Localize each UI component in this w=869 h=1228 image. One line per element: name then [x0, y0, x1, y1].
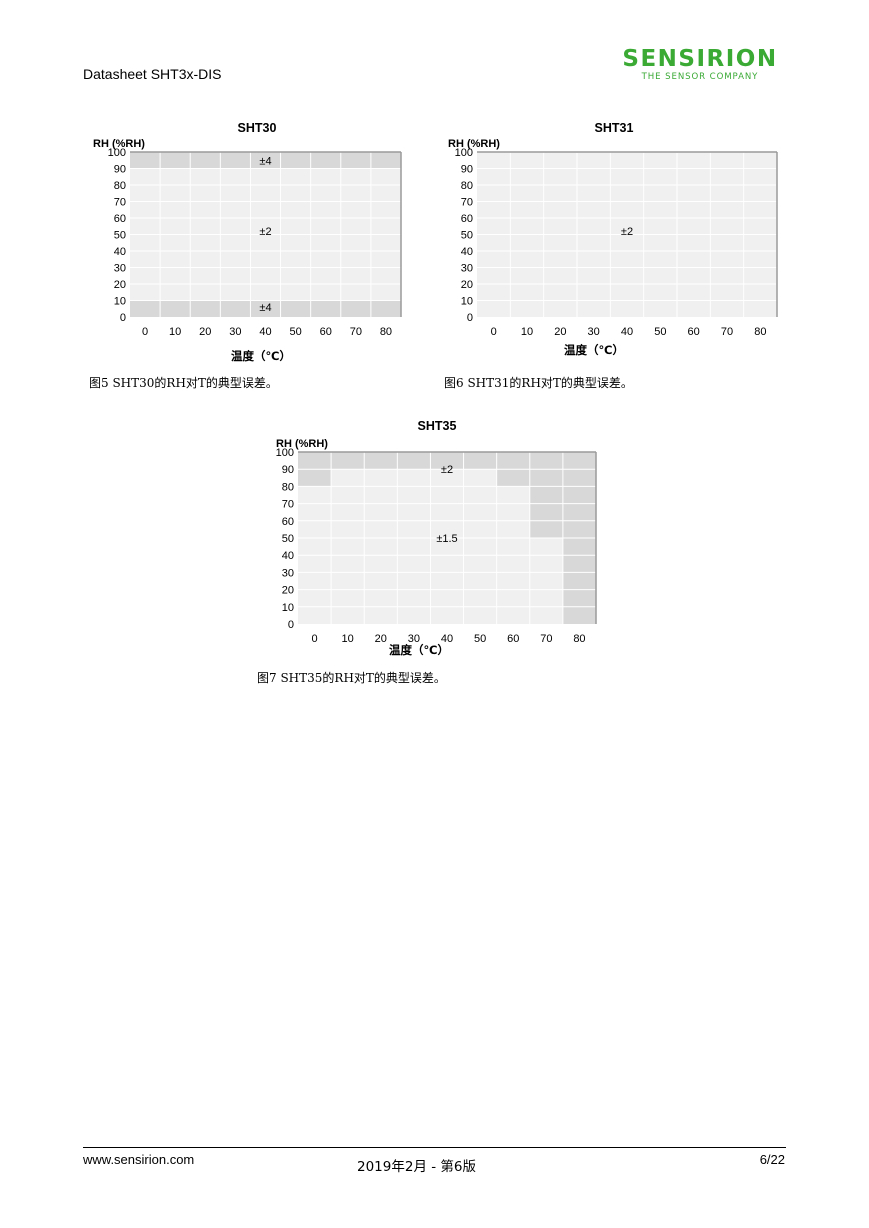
- chart-sht30: 0 10 20 30 40 50 60 70 80 90 100 0 10 20 30 40 50 60 70 80 ±…: [93, 121, 402, 363]
- y-tick-label-70: 70: [461, 197, 473, 209]
- footer-page-number: 6/22: [759, 1152, 785, 1167]
- y-tick-label-50: 50: [282, 533, 294, 545]
- y-tick-label-0: 0: [120, 312, 126, 324]
- y-tick-label-60: 60: [461, 213, 473, 225]
- sensirion-logo: SENSIRION THE SENSOR COMPANY: [610, 46, 790, 82]
- y-tick-label-10: 10: [114, 296, 126, 308]
- y-tick-label-30: 30: [114, 263, 126, 275]
- zone-tolerance-label-2: ±4: [259, 302, 271, 314]
- x-tick-label-10: 10: [169, 326, 181, 338]
- zone-dark-2: [298, 469, 332, 487]
- y-tick-label-0: 0: [467, 312, 473, 324]
- y-tick-label-60: 60: [282, 516, 294, 528]
- zone-dark-1: [298, 452, 596, 470]
- zone-tolerance-label-0: ±4: [259, 155, 271, 167]
- y-tick-label-100: 100: [455, 147, 473, 159]
- x-tick-label-20: 20: [554, 326, 566, 338]
- zone-dark-3: [496, 469, 596, 487]
- x-tick-label-10: 10: [342, 633, 354, 645]
- y-axis-label: RH (%RH): [276, 438, 328, 450]
- figure-5-caption: 图5 SHT30的RH对T的典型误差。: [89, 376, 278, 390]
- x-tick-label-60: 60: [320, 326, 332, 338]
- y-tick-label-90: 90: [461, 164, 473, 176]
- figure-7-caption: 图7 SHT35的RH对T的典型误差。: [257, 671, 446, 685]
- chart-sht31: 0 10 20 30 40 50 60 70 80 90 100 0 10 20 30 40 50 60 70 80 ±…: [448, 121, 778, 357]
- x-tick-label-50: 50: [289, 326, 301, 338]
- y-tick-label-70: 70: [282, 499, 294, 511]
- x-tick-label-80: 80: [754, 326, 766, 338]
- x-tick-label-30: 30: [408, 633, 420, 645]
- x-tick-label-60: 60: [688, 326, 700, 338]
- x-tick-label-70: 70: [350, 326, 362, 338]
- y-tick-label-90: 90: [282, 464, 294, 476]
- x-tick-label-70: 70: [540, 633, 552, 645]
- x-tick-label-20: 20: [375, 633, 387, 645]
- y-tick-label-20: 20: [282, 585, 294, 597]
- document-title: Datasheet SHT3x-DIS: [83, 66, 222, 82]
- zone-dark-5: [562, 538, 596, 624]
- x-tick-label-70: 70: [721, 326, 733, 338]
- x-tick-label-50: 50: [654, 326, 666, 338]
- zone-dark-2: [130, 152, 401, 169]
- x-axis-label: 温度（℃）: [231, 349, 291, 363]
- x-tick-label-30: 30: [588, 326, 600, 338]
- zone-dark-0: [130, 300, 401, 317]
- y-tick-label-80: 80: [282, 481, 294, 493]
- footer-divider: [83, 1147, 786, 1148]
- x-tick-label-40: 40: [259, 326, 271, 338]
- logo-tagline: THE SENSOR COMPANY: [641, 72, 759, 82]
- y-tick-label-30: 30: [461, 263, 473, 275]
- x-tick-label-40: 40: [441, 633, 453, 645]
- y-tick-label-20: 20: [114, 279, 126, 291]
- y-tick-label-40: 40: [114, 246, 126, 258]
- footer-website: www.sensirion.com: [83, 1152, 195, 1167]
- y-tick-label-10: 10: [282, 602, 294, 614]
- x-tick-label-0: 0: [142, 326, 148, 338]
- chart-title: SHT31: [595, 121, 634, 135]
- x-tick-label-10: 10: [521, 326, 533, 338]
- y-tick-label-40: 40: [461, 246, 473, 258]
- y-tick-label-70: 70: [114, 197, 126, 209]
- y-tick-label-40: 40: [282, 550, 294, 562]
- zone-tolerance-label-0: ±2: [621, 226, 633, 238]
- zone-tolerance-label-1: ±2: [259, 226, 271, 238]
- y-tick-label-80: 80: [461, 180, 473, 192]
- x-tick-label-80: 80: [573, 633, 585, 645]
- zone-tolerance-label-1: ±1.5: [436, 533, 457, 545]
- footer-date-version: 2019年2月 - 第6版: [357, 1159, 476, 1175]
- y-tick-label-50: 50: [114, 230, 126, 242]
- y-tick-label-100: 100: [276, 447, 294, 459]
- figure-6-caption: 图6 SHT31的RH对T的典型误差。: [444, 376, 633, 390]
- chart-title: SHT30: [238, 121, 277, 135]
- y-tick-label-60: 60: [114, 213, 126, 225]
- x-tick-label-30: 30: [229, 326, 241, 338]
- y-tick-label-10: 10: [461, 296, 473, 308]
- y-tick-label-90: 90: [114, 164, 126, 176]
- zone-tolerance-label-0: ±2: [441, 464, 453, 476]
- y-tick-label-0: 0: [288, 619, 294, 631]
- y-tick-label-30: 30: [282, 567, 294, 579]
- x-axis-label: 温度（℃）: [389, 643, 449, 657]
- y-tick-label-50: 50: [461, 230, 473, 242]
- x-tick-label-0: 0: [491, 326, 497, 338]
- y-axis-label: RH (%RH): [93, 138, 145, 150]
- chart-sht35: 0 10 20 30 40 50 60 70 80 90 100 0 10 20 30 40 50 60 70 80 ±…: [276, 419, 597, 657]
- x-tick-label-50: 50: [474, 633, 486, 645]
- x-tick-label-60: 60: [507, 633, 519, 645]
- x-tick-label-0: 0: [311, 633, 317, 645]
- x-tick-label-20: 20: [199, 326, 211, 338]
- x-axis-label: 温度（℃）: [564, 343, 624, 357]
- y-tick-label-80: 80: [114, 180, 126, 192]
- x-tick-label-80: 80: [380, 326, 392, 338]
- y-tick-label-100: 100: [108, 147, 126, 159]
- y-tick-label-20: 20: [461, 279, 473, 291]
- y-axis-label: RH (%RH): [448, 138, 500, 150]
- logo-brand-text: SENSIRION: [622, 46, 778, 72]
- chart-title: SHT35: [418, 419, 457, 433]
- x-tick-label-40: 40: [621, 326, 633, 338]
